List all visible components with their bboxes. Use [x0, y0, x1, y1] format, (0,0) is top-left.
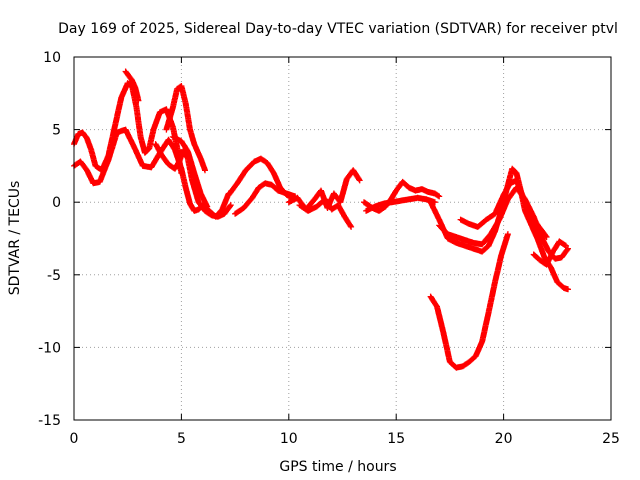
y-tick-label: 10: [43, 50, 61, 66]
series-track-o: [457, 177, 550, 240]
series-track-e: [163, 83, 208, 174]
y-tick-label: -5: [47, 268, 61, 284]
y-tick-label: 0: [52, 195, 61, 211]
y-tick-label: -10: [38, 340, 61, 356]
data-markers: [530, 238, 569, 268]
data-markers: [296, 196, 355, 230]
data-markers: [363, 194, 438, 214]
y-tick-label: 5: [52, 123, 61, 139]
tick-labels: 0 5 10 15 20 25 -15 -10 -5 0 5 10: [38, 50, 620, 447]
series-track-j: [296, 196, 355, 230]
data-markers: [169, 133, 211, 210]
y-tick-label: -15: [38, 413, 61, 429]
x-tick-label: 25: [602, 431, 620, 447]
x-tick-label: 10: [280, 431, 298, 447]
data-markers: [163, 83, 208, 174]
data-markers: [232, 180, 299, 217]
x-axis-label: GPS time / hours: [279, 459, 396, 475]
data-markers: [457, 177, 550, 240]
plot-frame: [73, 56, 612, 421]
grid: [74, 57, 611, 420]
series-track-q: [530, 238, 569, 268]
x-tick-label: 0: [70, 431, 79, 447]
series-track-l: [363, 194, 438, 214]
y-axis-label: SDTVAR / TECUs: [7, 181, 23, 296]
series-track-f: [169, 133, 211, 210]
data-markers: [122, 68, 142, 104]
data-markers: [427, 231, 511, 371]
chart-title: Day 169 of 2025, Sidereal Day-to-day VTE…: [58, 21, 618, 37]
series-track-p: [427, 231, 511, 371]
x-tick-label: 15: [387, 431, 405, 447]
series-track-h: [232, 180, 299, 217]
axis-ticks: [73, 56, 612, 421]
data-points: [71, 68, 571, 371]
series-track-b: [122, 68, 142, 104]
x-tick-label: 20: [495, 431, 513, 447]
x-tick-label: 5: [177, 431, 186, 447]
